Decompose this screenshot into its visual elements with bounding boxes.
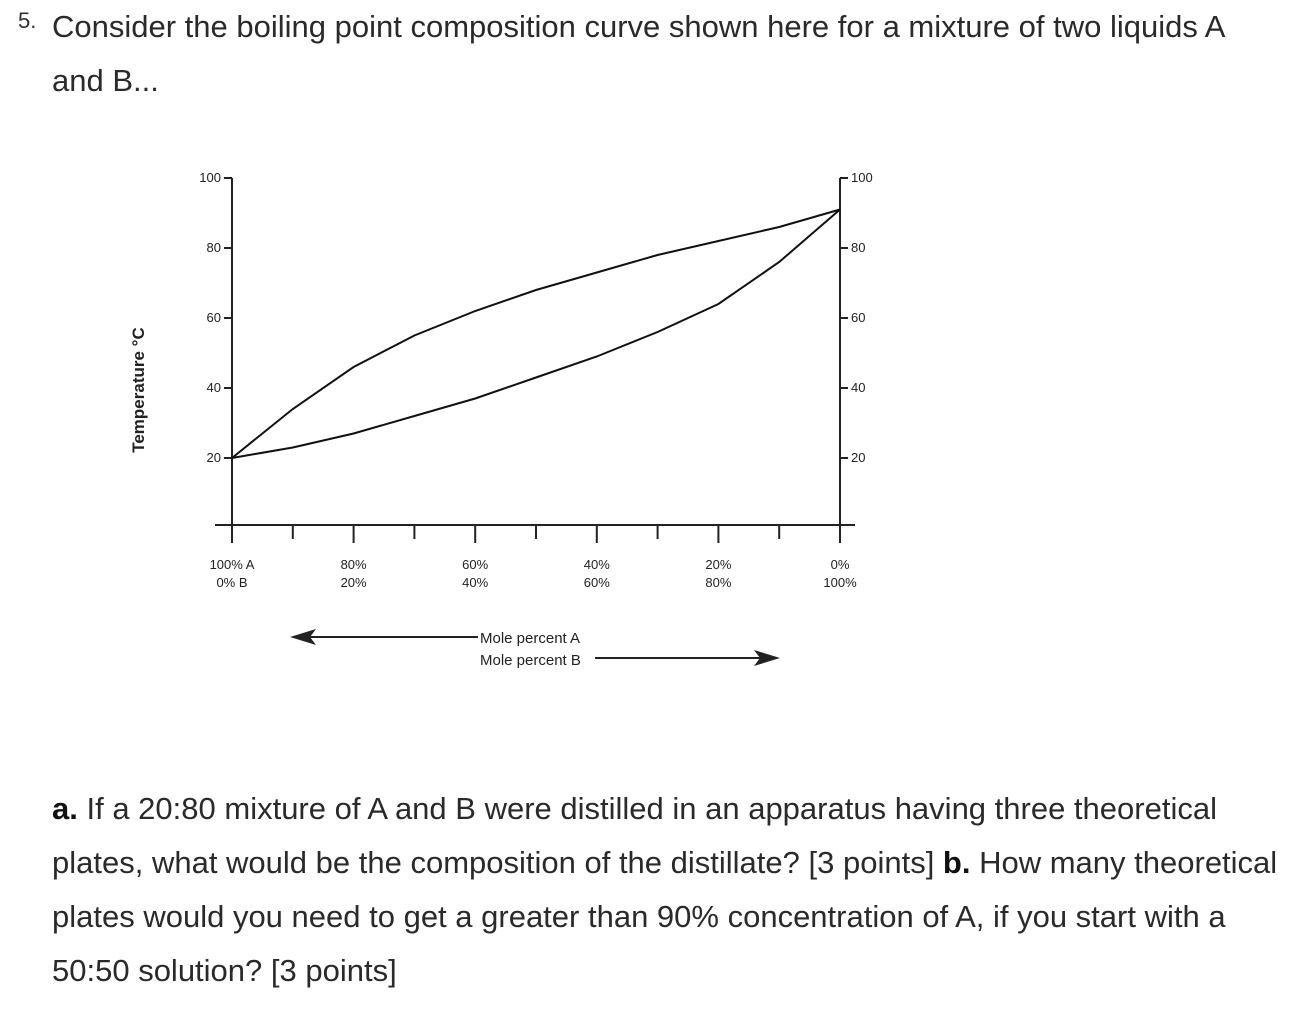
- y-tick-label-right: 40: [851, 380, 865, 395]
- x-tick-label-a: 100% A: [210, 557, 255, 572]
- y-tick-label-right: 100: [851, 170, 873, 185]
- arrow-left-head: [290, 629, 316, 645]
- x-tick-label-b: 20%: [341, 575, 367, 590]
- y-tick-label-right: 20: [851, 450, 865, 465]
- y-axis-title: Temperature °C: [129, 327, 148, 453]
- x-tick-label-b: 60%: [584, 575, 610, 590]
- vapor-curve-line: [231, 208, 841, 459]
- x-tick-label-b: 80%: [705, 575, 731, 590]
- x-tick-label-a: 60%: [462, 557, 488, 572]
- y-tick-label-left: 80: [207, 240, 221, 255]
- x-axis-label-a: Mole percent A: [480, 630, 580, 647]
- y-tick-label-left: 60: [207, 310, 221, 325]
- x-tick-label-a: 80%: [341, 557, 367, 572]
- chart-svg: 20 40 60 80 100 20 40 60 80 100 100% A 0% B 80% 20%…: [129, 170, 873, 669]
- boiling-point-chart: 20 40 60 80 100 20 40 60 80 100 100% A 0% B 80% 20%…: [110, 150, 910, 690]
- y-tick-label-left: 100: [199, 170, 221, 185]
- question-intro: Consider the boiling point composition c…: [52, 9, 1224, 98]
- question-parts: a. If a 20:80 mixture of A and B were di…: [52, 782, 1282, 998]
- x-tick-label-a: 0%: [831, 557, 850, 572]
- liquid-curve-line: [231, 208, 841, 459]
- y-tick-label-right: 80: [851, 240, 865, 255]
- part-b-text: How many theoretical plates would you ne…: [52, 845, 1278, 988]
- x-tick-label-b: 100%: [823, 575, 857, 590]
- arrow-right-head: [754, 650, 780, 666]
- part-a-text: If a 20:80 mixture of A and B were disti…: [52, 791, 1217, 880]
- y-tick-label-left: 40: [207, 380, 221, 395]
- part-a-label: a.: [52, 791, 78, 826]
- x-tick-label-a: 20%: [705, 557, 731, 572]
- x-tick-label-a: 40%: [584, 557, 610, 572]
- x-axis-label-b: Mole percent B: [480, 652, 581, 669]
- x-tick-label-b: 0% B: [216, 575, 247, 590]
- y-tick-label-left: 20: [207, 450, 221, 465]
- x-tick-label-b: 40%: [462, 575, 488, 590]
- question-number: 5.: [18, 8, 37, 33]
- y-tick-label-right: 60: [851, 310, 865, 325]
- part-b-label: b.: [942, 845, 971, 880]
